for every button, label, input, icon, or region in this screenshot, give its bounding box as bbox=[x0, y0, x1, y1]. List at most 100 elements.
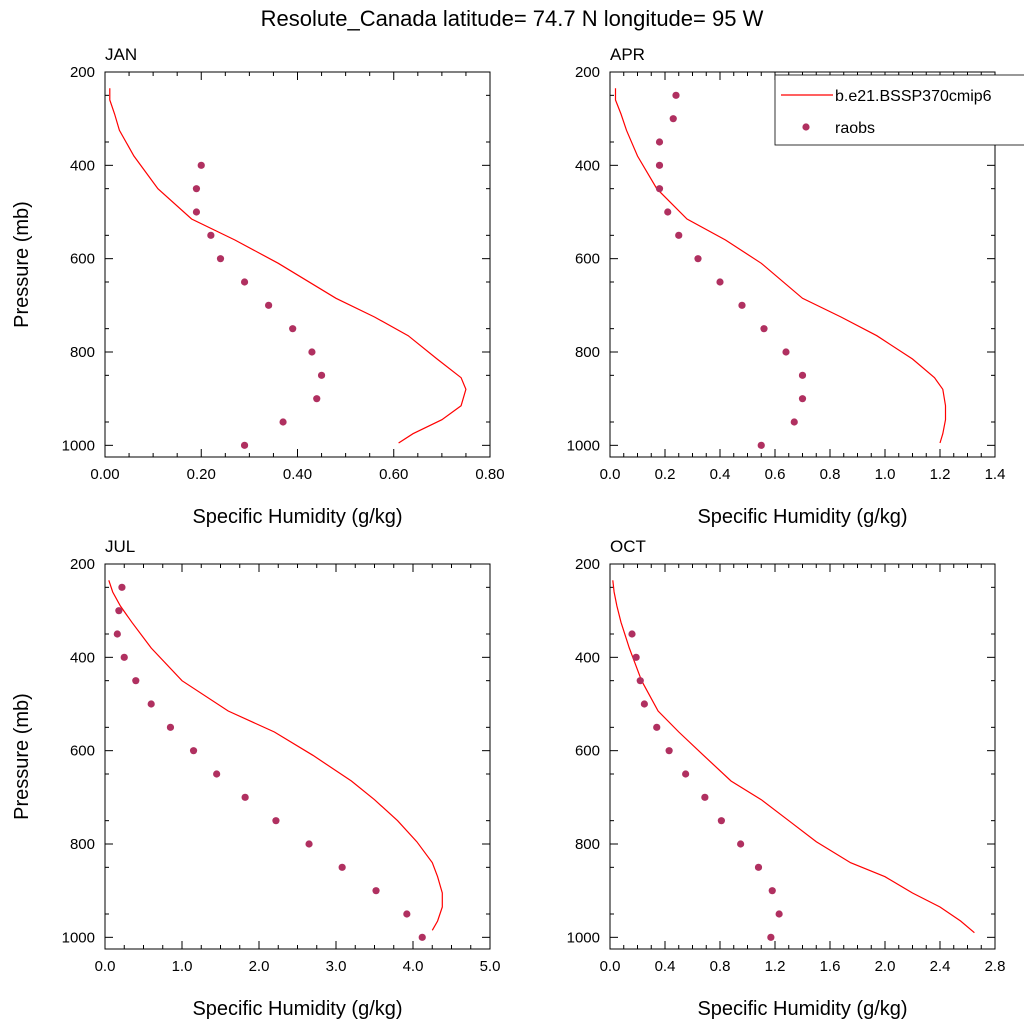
x-axis-title: Specific Humidity (g/kg) bbox=[697, 998, 907, 1020]
obs-point bbox=[665, 747, 673, 755]
x-tick-label: 0.4 bbox=[655, 958, 676, 975]
y-tick-label: 600 bbox=[575, 251, 600, 268]
obs-point bbox=[655, 185, 664, 193]
x-axis-title: Specific Humidity (g/kg) bbox=[192, 998, 402, 1020]
x-tick-label: 0.40 bbox=[283, 466, 312, 483]
x-tick-label: 0.8 bbox=[820, 466, 841, 483]
obs-point bbox=[132, 677, 140, 685]
legend-marker-swatch bbox=[802, 123, 810, 131]
obs-point bbox=[737, 840, 745, 848]
y-tick-label: 1000 bbox=[62, 929, 95, 946]
obs-point bbox=[757, 441, 765, 449]
panels: 0.00 0.20 0.40 0.60 0.80 200 400 600 800 1000 JAN S… bbox=[11, 45, 1005, 1020]
obs-point bbox=[636, 677, 644, 685]
obs-point bbox=[113, 630, 121, 638]
y-tick-label: 800 bbox=[575, 344, 600, 361]
obs-point bbox=[738, 301, 746, 309]
x-tick-label: 1.0 bbox=[875, 466, 896, 483]
y-tick-label: 600 bbox=[70, 743, 95, 760]
obs-point bbox=[207, 231, 215, 239]
panel-oct: 0.0 0.4 0.8 1.2 1.6 2.0 2.4 2.8 200 400 600 800 1000… bbox=[567, 537, 1006, 1020]
obs-point bbox=[798, 395, 807, 403]
obs-point bbox=[338, 863, 346, 871]
obs-point bbox=[760, 325, 768, 333]
obs-point bbox=[372, 887, 380, 895]
obs-point bbox=[775, 910, 783, 918]
x-tick-label: 0.4 bbox=[710, 466, 731, 483]
obs-point bbox=[240, 441, 249, 449]
x-tick-label: 2.0 bbox=[249, 958, 270, 975]
obs-point bbox=[115, 607, 123, 615]
panel-jul: 0.0 1.0 2.0 3.0 4.0 5.0 200 400 600 800 1000 JUL Spe… bbox=[11, 537, 500, 1020]
y-tick-label: 200 bbox=[70, 556, 95, 573]
obs-point bbox=[418, 933, 426, 941]
obs-point bbox=[216, 255, 225, 263]
obs-point bbox=[403, 910, 411, 918]
obs-point bbox=[672, 91, 680, 99]
y-tick-label: 600 bbox=[575, 743, 600, 760]
x-tick-label: 0.8 bbox=[710, 958, 731, 975]
y-tick-label: 400 bbox=[575, 649, 600, 666]
x-tick-label: 2.8 bbox=[985, 958, 1006, 975]
legend-label-model: b.e21.BSSP370cmip6 bbox=[835, 88, 992, 105]
obs-point bbox=[717, 817, 725, 825]
x-tick-label: 0.00 bbox=[90, 466, 119, 483]
obs-point bbox=[197, 161, 205, 169]
obs-point bbox=[767, 933, 775, 941]
obs-point bbox=[313, 395, 321, 403]
legend: b.e21.BSSP370cmip6 raobs bbox=[774, 74, 1024, 146]
y-tick-label: 600 bbox=[70, 251, 95, 268]
obs-point bbox=[189, 747, 198, 755]
x-tick-label: 1.4 bbox=[985, 466, 1006, 483]
legend-box bbox=[774, 74, 1024, 146]
obs-point bbox=[669, 115, 677, 123]
obs-point bbox=[308, 348, 316, 356]
obs-point bbox=[317, 371, 326, 379]
x-tick-label: 2.4 bbox=[930, 958, 951, 975]
legend-label-obs: raobs bbox=[835, 120, 875, 137]
obs-point bbox=[640, 700, 648, 708]
plot-frame bbox=[609, 563, 996, 950]
x-tick-label: 1.2 bbox=[765, 958, 786, 975]
panel-label: JUL bbox=[105, 537, 135, 556]
obs-point bbox=[628, 630, 636, 638]
obs-point bbox=[147, 700, 155, 708]
obs-point bbox=[653, 723, 661, 731]
figure-title: Resolute_Canada latitude= 74.7 N longitu… bbox=[261, 6, 764, 31]
obs-point bbox=[754, 863, 763, 871]
x-tick-label: 0.0 bbox=[95, 958, 116, 975]
obs-point bbox=[664, 208, 672, 216]
obs-point bbox=[305, 840, 313, 848]
x-tick-label: 0.80 bbox=[475, 466, 504, 483]
y-tick-label: 800 bbox=[575, 836, 600, 853]
x-tick-label: 0.20 bbox=[187, 466, 216, 483]
obs-point bbox=[675, 231, 683, 239]
y-tick-label: 1000 bbox=[567, 929, 600, 946]
obs-point bbox=[192, 185, 201, 193]
x-tick-label: 2.0 bbox=[875, 958, 896, 975]
panel-label: OCT bbox=[610, 537, 646, 556]
panel-label: APR bbox=[610, 45, 645, 64]
y-tick-label: 400 bbox=[70, 649, 95, 666]
y-tick-label: 200 bbox=[575, 64, 600, 81]
obs-point bbox=[118, 583, 126, 591]
x-tick-label: 0.0 bbox=[600, 958, 621, 975]
y-tick-label: 400 bbox=[575, 157, 600, 174]
x-tick-label: 0.0 bbox=[600, 466, 621, 483]
obs-point bbox=[289, 325, 297, 333]
x-tick-label: 1.0 bbox=[172, 958, 193, 975]
x-tick-label: 1.6 bbox=[820, 958, 841, 975]
x-tick-label: 0.2 bbox=[655, 466, 676, 483]
obs-point bbox=[716, 278, 724, 286]
obs-point bbox=[701, 793, 709, 801]
obs-point bbox=[798, 371, 807, 379]
obs-point bbox=[272, 817, 280, 825]
obs-point bbox=[192, 208, 201, 216]
y-axis-title: Pressure (mb) bbox=[11, 201, 33, 328]
obs-point bbox=[240, 278, 249, 286]
panel-jan: 0.00 0.20 0.40 0.60 0.80 200 400 600 800 1000 JAN S… bbox=[11, 45, 505, 528]
y-tick-label: 1000 bbox=[567, 437, 600, 454]
obs-point bbox=[768, 887, 776, 895]
obs-point bbox=[694, 255, 702, 263]
